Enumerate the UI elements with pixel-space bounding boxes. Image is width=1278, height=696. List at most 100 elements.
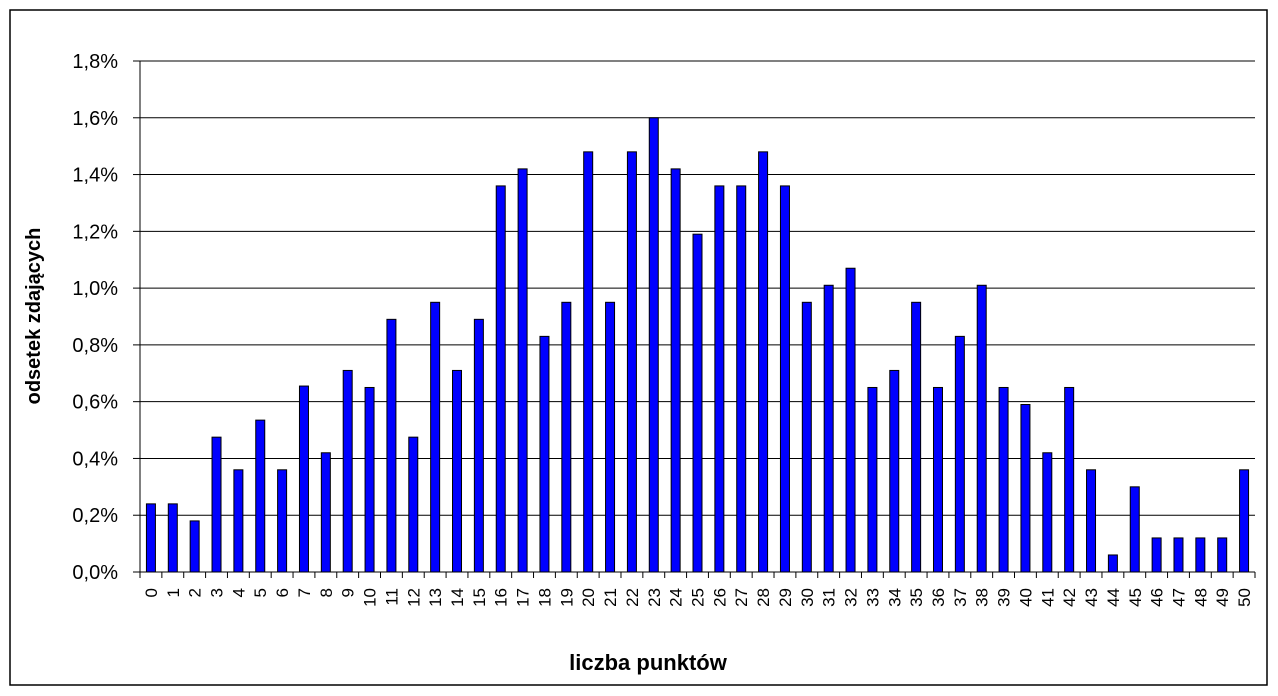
x-tick-label: 10: [361, 588, 380, 607]
y-axis-label: odsetek zdających: [23, 228, 45, 405]
y-tick-label: 0,0%: [72, 562, 118, 584]
x-tick-label: 31: [820, 588, 839, 607]
x-tick-label: 26: [710, 588, 729, 607]
x-tick-label: 18: [535, 588, 554, 607]
bar: [648, 117, 659, 573]
y-tick-label: 0,6%: [72, 392, 118, 414]
bar: [255, 419, 266, 573]
y-tick-label: 1,2%: [72, 221, 118, 243]
x-tick-label: 11: [382, 588, 401, 606]
x-tick-label: 34: [885, 588, 904, 607]
x-tick-label: 27: [732, 588, 751, 607]
x-tick-label: 5: [251, 588, 270, 597]
bar: [233, 469, 244, 573]
x-tick-label: 36: [929, 588, 948, 607]
x-tick-label: 45: [1126, 588, 1145, 607]
bar: [998, 386, 1009, 573]
bar: [320, 452, 331, 573]
bar: [845, 267, 856, 573]
bar: [1020, 404, 1031, 573]
bar: [298, 385, 309, 573]
x-tick-label: 9: [339, 588, 358, 597]
x-tick-label: 13: [426, 588, 445, 607]
y-tick-label: 1,8%: [72, 51, 118, 73]
y-tick-label: 0,8%: [72, 335, 118, 357]
bar: [408, 436, 419, 573]
x-tick-label: 48: [1191, 588, 1210, 607]
bar: [954, 335, 965, 573]
x-tick-label: 37: [951, 588, 970, 607]
x-tick-label: 25: [689, 588, 708, 607]
bar: [605, 301, 616, 573]
bar: [889, 369, 900, 573]
x-tick-label: 8: [317, 588, 336, 597]
x-tick-label: 21: [601, 588, 620, 607]
x-tick-label: 20: [579, 588, 598, 607]
bar: [1042, 452, 1053, 573]
bar: [1173, 537, 1184, 573]
x-tick-label: 33: [863, 588, 882, 607]
bar: [583, 151, 594, 573]
x-tick-label: 24: [667, 588, 686, 607]
bar: [342, 369, 353, 573]
x-tick-label: 19: [557, 588, 576, 607]
bar: [626, 151, 637, 573]
x-tick-label: 15: [470, 588, 489, 607]
x-tick-label: 7: [295, 588, 314, 597]
bar: [1151, 537, 1162, 573]
bar: [779, 185, 790, 573]
x-tick-label: 32: [842, 588, 861, 607]
bar: [430, 301, 441, 573]
bar: [758, 151, 769, 573]
bar: [517, 168, 528, 573]
chart-frame: [9, 9, 1268, 686]
x-tick-label: 23: [645, 588, 664, 607]
x-tick-label: 0: [142, 588, 161, 597]
x-tick-label: 28: [754, 588, 773, 607]
y-tick-label: 0,2%: [72, 505, 118, 527]
bar: [211, 436, 222, 573]
y-tick-label: 1,4%: [72, 165, 118, 187]
bar: [823, 284, 834, 573]
bar: [932, 386, 943, 573]
bar: [736, 185, 747, 573]
x-tick-label: 38: [973, 588, 992, 607]
x-tick-label: 42: [1060, 588, 1079, 607]
bar: [670, 168, 681, 573]
bar: [189, 520, 200, 573]
x-tick-label: 49: [1213, 588, 1232, 607]
x-axis-label: liczba punktów: [569, 650, 728, 675]
x-tick-label: 43: [1082, 588, 1101, 607]
x-tick-label: 22: [623, 588, 642, 607]
bar: [145, 503, 156, 573]
x-tick-label: 40: [1016, 588, 1035, 607]
x-tick-label: 12: [404, 588, 423, 607]
x-tick-label: 2: [186, 588, 205, 597]
x-tick-label: 17: [514, 588, 533, 607]
bar: [539, 335, 550, 573]
bar: [495, 185, 506, 573]
x-tick-label: 44: [1104, 588, 1123, 607]
bar: [1086, 469, 1097, 573]
x-tick-label: 30: [798, 588, 817, 607]
x-tick-label: 29: [776, 588, 795, 607]
bar: [452, 369, 463, 573]
bar: [801, 301, 812, 573]
y-tick-label: 0,4%: [72, 448, 118, 470]
x-tick-label: 46: [1148, 588, 1167, 607]
bar: [364, 386, 375, 573]
y-tick-label: 1,6%: [72, 108, 118, 130]
bar: [1107, 554, 1118, 573]
bar: [561, 301, 572, 573]
bar: [1129, 486, 1140, 573]
y-tick-label: 1,0%: [72, 278, 118, 300]
bar: [1195, 537, 1206, 573]
bar: [976, 284, 987, 573]
x-tick-label: 39: [995, 588, 1014, 607]
bar: [867, 386, 878, 573]
x-tick-label: 41: [1038, 588, 1057, 607]
x-tick-label: 3: [208, 588, 227, 597]
bar: [167, 503, 178, 573]
bar: [911, 301, 922, 573]
bar: [1239, 469, 1250, 573]
